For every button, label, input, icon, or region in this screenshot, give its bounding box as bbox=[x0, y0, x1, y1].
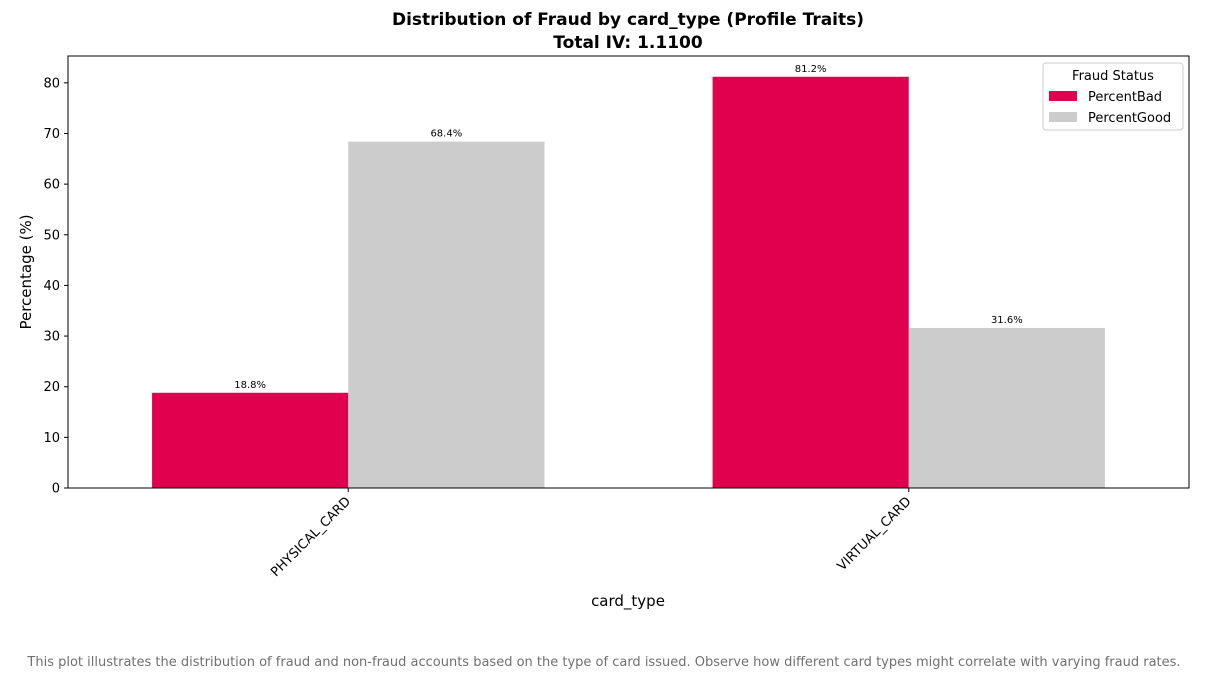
chart: Distribution of Fraud by card_type (Prof… bbox=[17, 10, 1190, 611]
legend-box bbox=[1042, 62, 1184, 131]
data-label-percentgood-virtual-card: 31.6% bbox=[991, 315, 1023, 326]
data-label-percentbad-physical-card: 18.8% bbox=[234, 380, 266, 391]
y-axis-label: Percentage (%) bbox=[17, 214, 35, 329]
chart-title: Distribution of Fraud by card_type (Prof… bbox=[392, 10, 864, 30]
data-label-percentgood-physical-card: 68.4% bbox=[430, 129, 462, 140]
plot-area-frame bbox=[67, 55, 1190, 489]
chart-caption: This plot illustrates the distribution o… bbox=[27, 655, 1181, 670]
legend-title: Fraud Status bbox=[1072, 69, 1154, 84]
y-tick-label: 80 bbox=[43, 76, 60, 91]
legend-label-percentgood: PercentGood bbox=[1088, 111, 1171, 126]
chart-subtitle: Total IV: 1.1100 bbox=[553, 33, 703, 53]
y-tick-label: 40 bbox=[43, 279, 60, 294]
y-tick-label: 70 bbox=[43, 127, 60, 142]
bar-percentgood-virtual-card bbox=[908, 327, 1105, 488]
y-tick-label: 50 bbox=[43, 228, 60, 243]
y-tick-label: 10 bbox=[43, 431, 60, 446]
legend-swatch-percentbad bbox=[1049, 91, 1077, 101]
data-label-percentbad-virtual-card: 81.2% bbox=[795, 64, 827, 75]
y-tick-label: 60 bbox=[43, 178, 60, 193]
x-axis-label: card_type bbox=[591, 592, 665, 611]
legend: Fraud Status PercentBad PercentGood bbox=[1042, 62, 1184, 131]
y-tick-label: 0 bbox=[52, 482, 60, 497]
y-tick-label: 30 bbox=[43, 330, 60, 345]
legend-label-percentbad: PercentBad bbox=[1088, 90, 1162, 105]
legend-swatch-percentgood bbox=[1049, 112, 1077, 122]
bar-percentbad-virtual-card bbox=[712, 76, 909, 489]
x-tick-label-virtual-card: VIRTUAL_CARD bbox=[835, 494, 915, 574]
y-tick-label: 20 bbox=[43, 380, 60, 395]
bar-percentbad-physical-card bbox=[152, 392, 349, 488]
bar-percentgood-physical-card bbox=[348, 141, 545, 489]
x-tick-label-physical-card: PHYSICAL_CARD bbox=[268, 494, 354, 580]
